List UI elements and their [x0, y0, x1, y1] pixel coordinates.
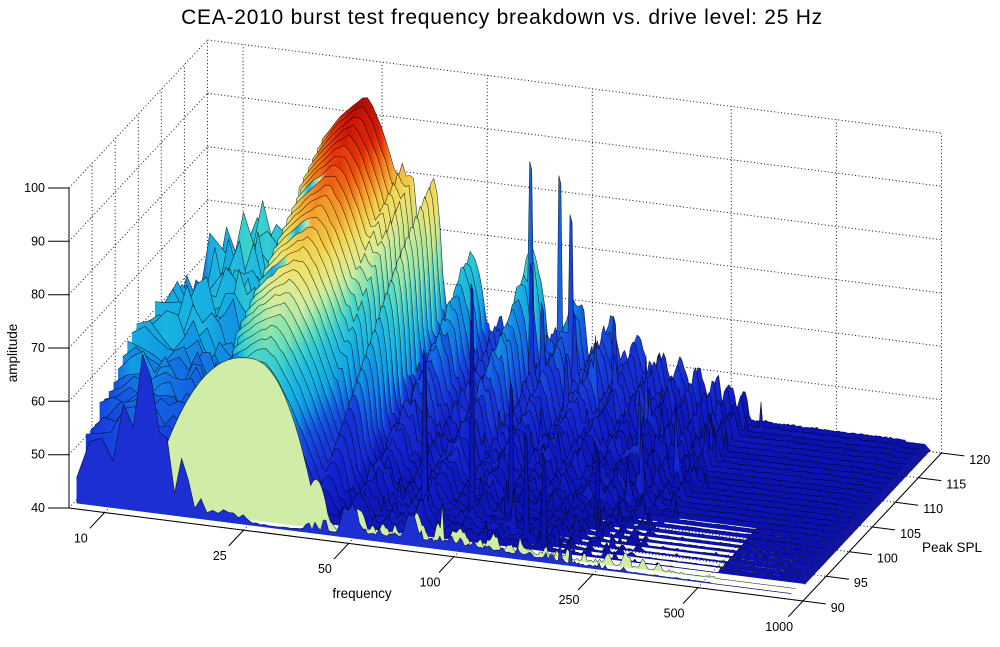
svg-text:60: 60 [31, 394, 45, 408]
svg-text:Peak SPL: Peak SPL [922, 540, 983, 555]
svg-text:90: 90 [31, 234, 45, 248]
svg-text:500: 500 [664, 607, 685, 621]
svg-text:40: 40 [31, 501, 45, 515]
svg-text:10: 10 [74, 531, 88, 545]
svg-text:105: 105 [900, 527, 921, 541]
svg-text:100: 100 [24, 181, 45, 195]
svg-text:90: 90 [831, 601, 845, 615]
svg-text:250: 250 [559, 593, 580, 607]
svg-text:25: 25 [213, 549, 227, 563]
svg-text:110: 110 [923, 502, 943, 516]
svg-text:50: 50 [31, 448, 45, 462]
svg-text:70: 70 [31, 341, 45, 355]
svg-text:120: 120 [969, 453, 990, 467]
svg-text:100: 100 [420, 576, 441, 590]
svg-text:CEA-2010 burst test frequency: CEA-2010 burst test frequency breakdown … [181, 6, 823, 29]
svg-text:50: 50 [318, 562, 332, 576]
svg-text:100: 100 [877, 552, 898, 566]
svg-text:1000: 1000 [765, 620, 793, 634]
svg-text:frequency: frequency [332, 586, 392, 601]
svg-text:80: 80 [31, 288, 45, 302]
svg-text:95: 95 [854, 576, 868, 590]
svg-text:amplitude: amplitude [5, 324, 20, 383]
svg-text:115: 115 [946, 478, 966, 492]
